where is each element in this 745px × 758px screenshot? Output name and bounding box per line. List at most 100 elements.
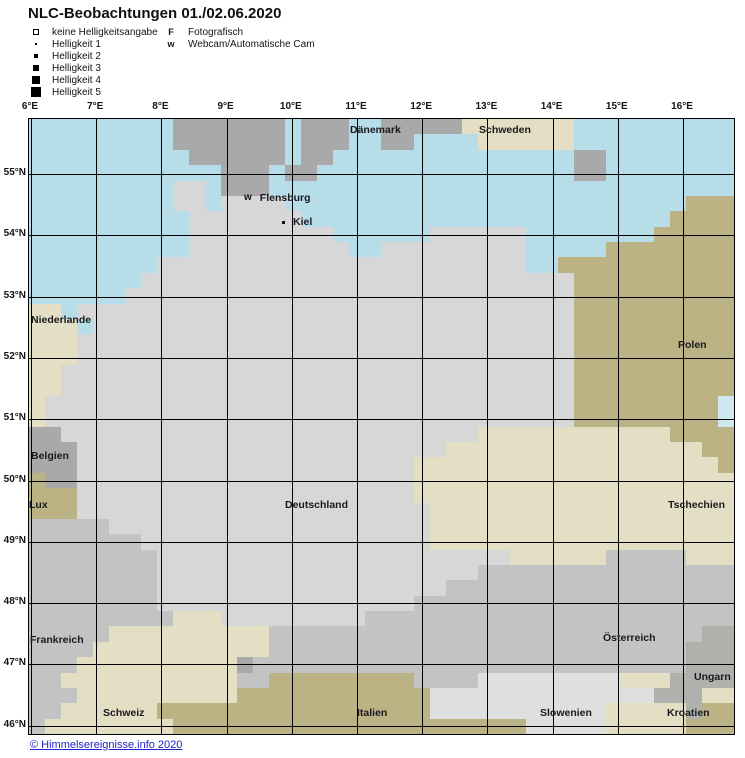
map-cell-run: [605, 242, 734, 258]
map-row: [29, 288, 734, 305]
country-label: Tschechien: [668, 499, 725, 511]
grid-line-latitude: [29, 664, 734, 666]
map-cell-run: [669, 426, 734, 443]
map-row: [29, 626, 734, 643]
map-row: [29, 641, 734, 658]
country-label: Österreich: [603, 632, 656, 644]
map-row: [29, 211, 734, 228]
map-cell-run: [173, 134, 286, 151]
country-label: Kroatien: [667, 707, 710, 719]
country-label: Polen: [678, 339, 707, 351]
legend-item-label: Helligkeit 3: [52, 62, 101, 74]
map-cell-run: [301, 149, 334, 166]
map-cell-run: [477, 672, 622, 689]
map-cell-run: [381, 242, 526, 258]
country-label: Lux: [29, 499, 48, 511]
map-cell-run: [477, 564, 734, 581]
brightness-square-icon: [28, 54, 44, 58]
copyright-link[interactable]: © Himmelsereignisse.info 2020: [30, 739, 183, 751]
map-cell-run: [29, 641, 94, 658]
map-cell-run: [413, 672, 478, 689]
grid-line-latitude: [29, 541, 734, 543]
map-cell-run: [45, 411, 574, 428]
map-cell-run: [701, 687, 734, 704]
lat-axis-label: 50°N: [3, 473, 26, 485]
map-cell-run: [653, 687, 702, 704]
map-cell-run: [445, 441, 702, 458]
map-cell-run: [285, 119, 302, 135]
country-label: Slowenien: [540, 707, 592, 719]
legend-item: Helligkeit 2: [28, 50, 101, 62]
map-cell-run: [29, 564, 158, 581]
legend-item: keine Helligkeitsangabe: [28, 26, 158, 38]
map-cell-run: [29, 687, 78, 704]
map-row: [29, 672, 734, 689]
map-cell-run: [61, 426, 478, 443]
grid-line-longitude: [291, 119, 293, 734]
legend-item-label: Helligkeit 2: [52, 50, 101, 62]
brightness-square-icon: [28, 87, 44, 97]
map-row: [29, 195, 734, 212]
map-row: [29, 564, 734, 581]
map-cell-run: [29, 149, 190, 166]
map-cell-run: [669, 211, 734, 228]
map-cell-run: [29, 626, 110, 643]
map-cell-run: [173, 119, 286, 135]
map-cell-run: [77, 349, 574, 366]
map-cell-run: [45, 395, 574, 412]
map-cell-run: [61, 365, 574, 381]
map-cell-run: [77, 318, 94, 335]
map-cell-run: [61, 303, 78, 320]
map-cell-run: [29, 165, 222, 182]
country-label: Italien: [357, 707, 388, 719]
map-cell-run: [381, 119, 462, 135]
lat-axis-label: 47°N: [3, 657, 26, 669]
country-label: Niederlande: [31, 314, 92, 326]
map-cell-run: [29, 211, 190, 228]
map-panel: [28, 118, 735, 735]
map-row: [29, 165, 734, 182]
map-cell-run: [573, 149, 606, 166]
marker-label: Kiel: [293, 216, 313, 228]
grid-line-longitude: [96, 119, 98, 734]
lon-axis-label: 9°E: [217, 101, 234, 112]
grid-line-longitude: [617, 119, 619, 734]
legend-item-label: keine Helligkeitsangabe: [52, 26, 158, 38]
map-row: [29, 488, 734, 504]
map-cell-run: [573, 334, 734, 351]
map-cell-run: [509, 549, 606, 566]
photographic-icon: F: [168, 27, 174, 37]
map-cell-run: [237, 687, 430, 704]
legend-item-label: Webcam/Automatische Cam: [188, 38, 315, 50]
legend-item: Helligkeit 1: [28, 38, 101, 50]
webcam-icon: w: [167, 39, 175, 49]
map-cell-run: [77, 457, 414, 474]
map-cell-run: [429, 518, 734, 535]
map-cell-run: [77, 334, 574, 351]
map-row: [29, 611, 734, 627]
lon-axis-label: 11°E: [345, 101, 367, 112]
map-cell-run: [285, 149, 302, 166]
map-cell-run: [701, 626, 734, 643]
map-cell-run: [573, 288, 734, 305]
legend-item-label: Helligkeit 1: [52, 38, 101, 50]
lon-axis-label: 16°E: [671, 101, 693, 112]
map-cell-run: [189, 242, 350, 258]
map-row: [29, 134, 734, 151]
map-cell-run: [573, 349, 734, 366]
lat-axis-label: 46°N: [3, 718, 26, 730]
grid-line-latitude: [29, 357, 734, 359]
map-row: [29, 318, 734, 335]
map-cell-run: [573, 411, 718, 428]
map-cell-run: [29, 549, 158, 566]
map-cell-run: [29, 580, 158, 597]
map-cell-run: [29, 226, 190, 243]
map-cell-run: [109, 626, 270, 643]
map-cell-run: [621, 672, 670, 689]
map-cell-run: [365, 611, 734, 627]
map-cell-run: [29, 395, 46, 412]
map-cell-run: [29, 457, 78, 474]
map-cell-run: [685, 549, 734, 566]
map-cell-run: [461, 119, 574, 135]
map-cell-run: [557, 257, 734, 274]
